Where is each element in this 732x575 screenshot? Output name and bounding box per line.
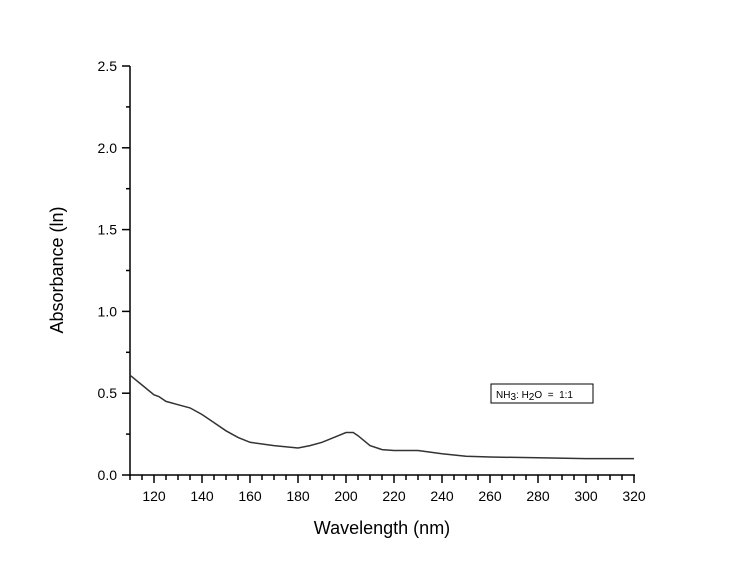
x-tick-label: 240 [430,488,454,504]
annotation-sub2: 2 [529,392,535,403]
x-tick-label: 180 [286,488,310,504]
y-tick-label: 2.5 [98,58,118,74]
annotation-box: NH3: H2O = 1:1 [490,383,594,404]
annotation-nh: NH [496,390,510,401]
svg-text:NH3: H2O = 1:1: NH3: H2O = 1:1 [496,390,573,403]
x-tick-label: 320 [622,488,646,504]
annotation-h: : H [516,390,529,401]
x-tick-label: 260 [478,488,502,504]
x-tick-label: 300 [574,488,598,504]
y-tick-label: 1.0 [98,303,118,319]
y-tick-label: 2.0 [98,140,118,156]
y-tick-label: 0.5 [98,385,118,401]
x-tick-label: 280 [526,488,550,504]
y-tick-label: 0.0 [98,467,118,483]
absorbance-series-line [129,374,634,460]
y-tick-label: 1.5 [98,222,118,238]
annotation-sub3: 3 [510,392,516,403]
y-axis-label: Absorbance (ln) [47,206,67,333]
x-axis-label: Wavelength (nm) [314,518,450,538]
x-tick-label: 160 [238,488,262,504]
x-tick-label: 120 [142,488,166,504]
x-tick-label: 220 [382,488,406,504]
annotation-ratio: O = 1:1 [534,390,573,401]
x-tick-label: 200 [334,488,358,504]
x-tick-label: 140 [190,488,214,504]
